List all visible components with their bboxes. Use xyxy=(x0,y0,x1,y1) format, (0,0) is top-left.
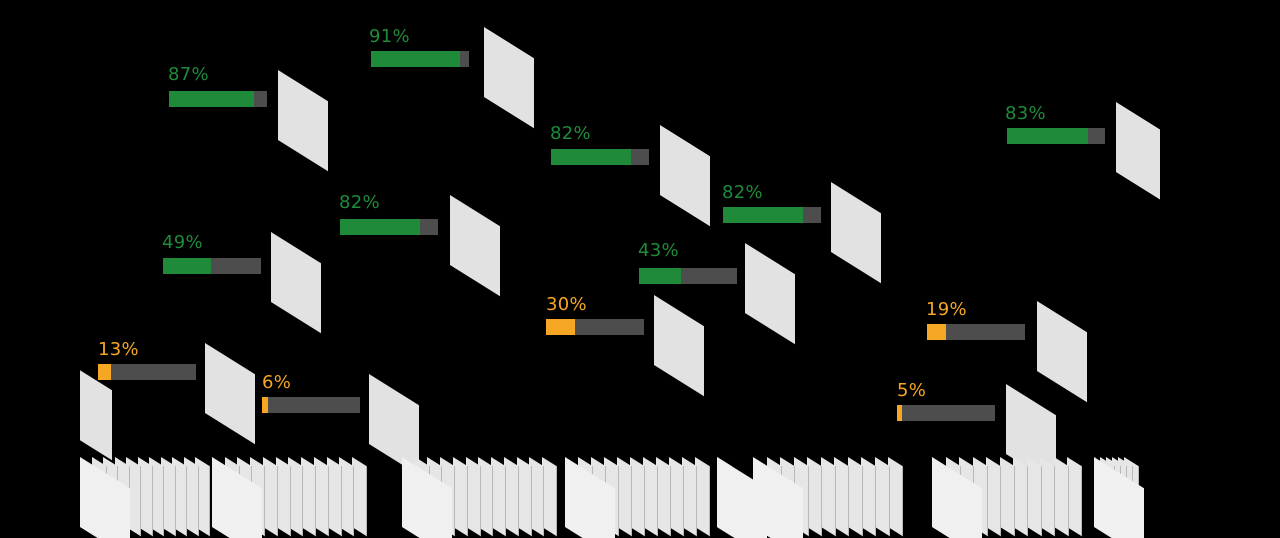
progress-track xyxy=(639,268,737,284)
document-sheet xyxy=(807,457,822,537)
document-card xyxy=(205,343,255,445)
percent-label: 6% xyxy=(262,372,292,393)
progress-track xyxy=(927,324,1025,340)
progress-fill xyxy=(546,319,575,335)
progress-fill xyxy=(169,91,254,107)
progress-track xyxy=(163,258,261,274)
percent-label: 30% xyxy=(546,294,587,315)
document-sheet xyxy=(682,457,697,537)
percent-label: 82% xyxy=(339,192,380,213)
percent-label: 49% xyxy=(162,232,203,253)
progress-fill xyxy=(639,268,681,284)
progress-track xyxy=(371,51,469,67)
document-card xyxy=(654,295,704,397)
percent-label: 83% xyxy=(1005,103,1046,124)
progress-track xyxy=(262,397,360,413)
progress-fill xyxy=(1007,128,1088,144)
percent-label: 91% xyxy=(369,26,410,47)
progress-fill xyxy=(371,51,460,67)
document-sheet xyxy=(821,457,836,537)
document-sheet xyxy=(352,457,367,537)
document-sheet xyxy=(314,457,329,537)
document-sheet xyxy=(861,457,876,537)
progress-track xyxy=(723,207,821,223)
percent-label: 19% xyxy=(926,299,967,320)
document-card xyxy=(278,70,328,172)
document-sheet xyxy=(491,457,506,537)
document-stack xyxy=(402,457,592,538)
document-card xyxy=(484,27,534,129)
document-sheet xyxy=(1027,457,1042,537)
document-card xyxy=(660,125,710,227)
progress-fill xyxy=(163,258,211,274)
document-card xyxy=(1116,102,1160,204)
progress-fill xyxy=(897,405,902,421)
document-stack xyxy=(932,457,1117,538)
percent-label: 13% xyxy=(98,339,139,360)
document-sheet xyxy=(875,457,890,537)
document-sheet xyxy=(888,457,903,537)
document-sheet xyxy=(466,457,481,537)
document-sheet xyxy=(517,457,532,537)
document-stack xyxy=(1094,457,1160,538)
document-sheet xyxy=(986,457,1001,537)
document-sheet xyxy=(1040,457,1055,537)
document-sheet xyxy=(542,457,557,537)
document-sheet xyxy=(301,457,316,537)
document-sheet xyxy=(1013,457,1028,537)
document-sheet xyxy=(630,457,645,537)
document-sheet xyxy=(834,457,849,537)
percent-label: 5% xyxy=(897,380,927,401)
progress-track xyxy=(1007,128,1105,144)
document-sheet xyxy=(617,457,632,537)
document-sheet xyxy=(656,457,671,537)
document-sheet xyxy=(643,457,658,537)
document-sheet xyxy=(1067,457,1082,537)
document-sheet xyxy=(1000,457,1015,537)
progress-track xyxy=(98,364,196,380)
percent-label: 82% xyxy=(722,182,763,203)
document-card xyxy=(1037,301,1087,403)
document-sheet xyxy=(848,457,863,537)
document-stack xyxy=(753,457,938,538)
document-sheet xyxy=(669,457,684,537)
document-sheet xyxy=(695,457,710,537)
document-sheet xyxy=(1054,457,1069,537)
document-card xyxy=(271,232,321,334)
progress-fill xyxy=(927,324,946,340)
progress-fill xyxy=(340,219,420,235)
percent-label: 87% xyxy=(168,64,209,85)
document-card xyxy=(450,195,500,297)
document-sheet xyxy=(453,457,468,537)
progress-track xyxy=(546,319,644,335)
progress-fill xyxy=(723,207,803,223)
document-card xyxy=(745,243,795,345)
progress-fill xyxy=(262,397,268,413)
document-sheet xyxy=(504,457,519,537)
progress-fill xyxy=(551,149,631,165)
document-sheet xyxy=(263,457,278,537)
progress-track xyxy=(897,405,995,421)
progress-track xyxy=(169,91,267,107)
progress-track xyxy=(551,149,649,165)
progress-fill xyxy=(98,364,111,380)
document-stack xyxy=(212,457,402,538)
scene-clip: 87% 91% 82% 83% 82% 82% xyxy=(80,0,1160,538)
document-sheet xyxy=(327,457,342,537)
document-sheet xyxy=(276,457,291,537)
percent-label: 82% xyxy=(550,123,591,144)
progress-track xyxy=(340,219,438,235)
document-card xyxy=(831,182,881,284)
percent-label: 43% xyxy=(638,240,679,261)
